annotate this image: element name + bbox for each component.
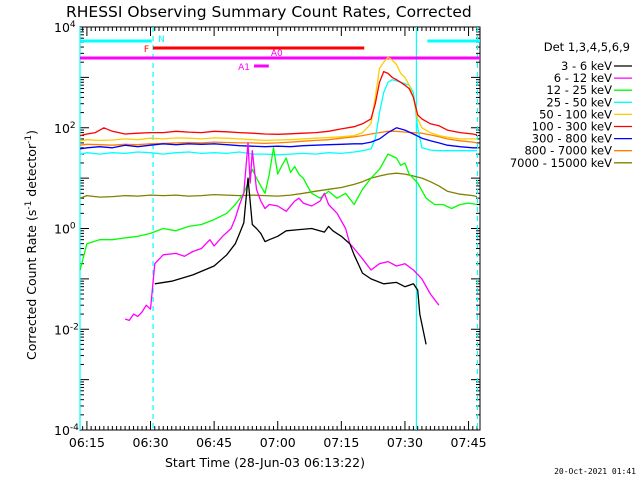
x-tick-label: 07:45: [451, 435, 487, 450]
flag-label-f: F: [144, 45, 149, 55]
legend-label: 6 - 12 keV: [554, 71, 612, 85]
flag-label-a0: A0: [271, 49, 283, 59]
legend-title: Det 1,3,4,5,6,9: [544, 40, 630, 54]
series-line: [124, 142, 440, 322]
y-tick-label: 10-2: [54, 322, 79, 337]
legend-label: 25 - 50 keV: [546, 95, 612, 109]
y-tick-label: 104: [54, 20, 76, 35]
flag-label-n: N: [158, 35, 165, 45]
legend-label: 300 - 800 keV: [532, 132, 612, 146]
y-tick-label: 100: [54, 222, 76, 237]
x-tick-label: 06:30: [133, 435, 169, 450]
series-line: [79, 79, 477, 156]
y-axis: 104 102 100 10-2 10-4: [54, 20, 480, 438]
plot-frame: [79, 26, 481, 431]
legend-label: 7000 - 15000 keV: [510, 156, 612, 170]
y-tick-label: 10-4: [54, 423, 79, 438]
series-layer: [79, 56, 478, 345]
legend-label: 800 - 7000 keV: [524, 144, 612, 158]
x-tick-label: 07:00: [260, 435, 296, 450]
legend-label: 100 - 300 keV: [532, 120, 612, 134]
legend-label: 50 - 100 keV: [539, 107, 612, 121]
y-tick-label: 102: [54, 121, 76, 136]
series-line: [154, 177, 427, 345]
series-line: [79, 172, 478, 199]
series-line: [80, 130, 478, 146]
legend-label: 3 - 6 keV: [561, 59, 612, 73]
x-tick-label: 06:15: [69, 435, 105, 450]
series-line: [79, 127, 477, 150]
x-axis: 06:15 06:30 06:45 07:00 07:15 07:30 07:45: [69, 27, 487, 450]
series-line: [79, 56, 477, 142]
legend-label: 12 - 25 keV: [546, 83, 612, 97]
series-line: [79, 70, 478, 137]
x-axis-label: Start Time (28-Jun-03 06:13:22): [165, 455, 365, 470]
footer-timestamp: 20-Oct-2021 01:41: [554, 467, 636, 476]
flag-bars: NF A0 A1: [80, 35, 480, 73]
x-tick-label: 06:45: [196, 435, 232, 450]
y-axis-label: Corrected Count Rate (s-1 detector-1): [24, 130, 39, 360]
chart-title: RHESSI Observing Summary Count Rates, Co…: [66, 3, 472, 21]
x-tick-label: 07:30: [387, 435, 423, 450]
series-line: [79, 147, 478, 271]
vertical-markers: [79, 27, 479, 430]
x-tick-label: 07:15: [323, 435, 359, 450]
flag-label-a1: A1: [238, 63, 250, 73]
